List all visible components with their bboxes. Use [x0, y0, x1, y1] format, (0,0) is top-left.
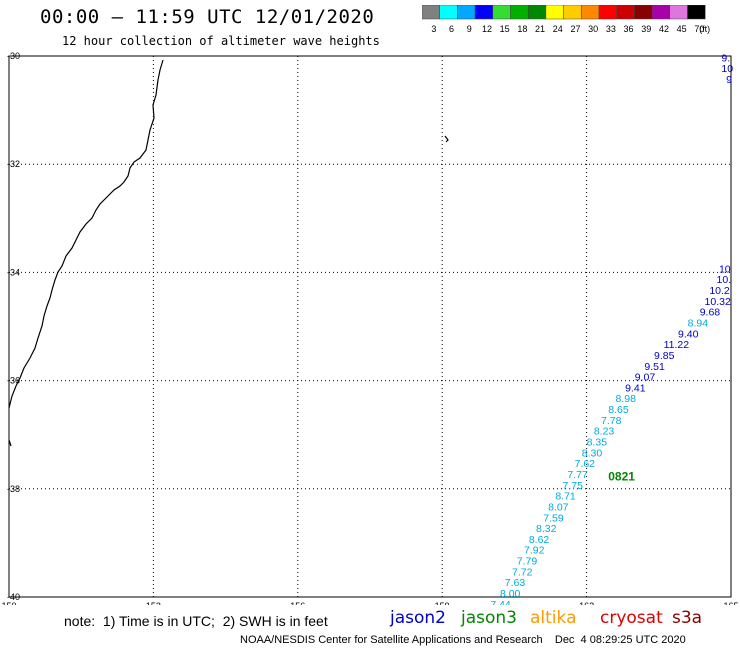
wave-height-label: 7.77: [567, 469, 588, 481]
wave-height-label: 8.30: [582, 447, 603, 459]
altimeter-map: -30-32-34-36-38-401501531561591621659.10…: [1, 51, 738, 605]
wave-height-label: 8.07: [548, 501, 569, 513]
lon-tick-label: 156: [290, 601, 305, 605]
satellite-legend-item: cryosat: [600, 608, 663, 628]
wave-height-label: 7.72: [512, 566, 533, 578]
lon-tick-label: 162: [579, 601, 594, 605]
colorbar-tick-label: 9: [467, 24, 472, 34]
satellite-legend-item: altika: [530, 608, 577, 628]
wave-height-label: 8.32: [536, 523, 557, 535]
wave-height-label: 9: [726, 74, 732, 86]
wave-height-label: 8.62: [529, 534, 550, 546]
map-subtitle: 12 hour collection of altimeter wave hei…: [62, 34, 380, 48]
colorbar-tick-label: 24: [553, 24, 563, 34]
wave-height-label: 10.32: [705, 296, 731, 308]
colorbar-tick-label: 3: [431, 24, 436, 34]
lat-tick-label: -38: [7, 484, 20, 494]
satellite-legend-item: jason2: [390, 608, 446, 628]
lon-tick-label: 159: [435, 601, 450, 605]
colorbar-tick-label: 39: [641, 24, 651, 34]
lat-tick-label: -30: [7, 51, 20, 61]
wave-height-label: 8.23: [594, 426, 615, 438]
footer-note: note: 1) Time is in UTC; 2) SWH is in fe…: [64, 613, 328, 629]
colorbar-tick-label: 21: [535, 24, 545, 34]
wave-height-label: 9.07: [635, 372, 656, 384]
wave-height-label: 11.22: [664, 339, 690, 351]
wave-height-label: 9.68: [700, 307, 721, 319]
colorbar-tick-label: 45: [677, 24, 687, 34]
wave-height-label: 7.62: [575, 458, 596, 470]
colorbar-tick-label: 70: [694, 24, 704, 34]
wave-height-label: 10: [721, 63, 733, 75]
wave-height-label: 8.65: [608, 404, 629, 416]
lon-tick-label: 153: [146, 601, 161, 605]
wave-height-label: 10.: [717, 274, 732, 286]
wave-height-label: 8.00: [500, 588, 521, 600]
lat-tick-label: -36: [7, 376, 20, 386]
coastline: [8, 59, 164, 409]
wave-height-label: 7.75: [563, 480, 584, 492]
lat-tick-label: -32: [7, 159, 20, 169]
wave-height-label: 8.35: [587, 437, 608, 449]
satellite-legend-item: jason3: [461, 608, 517, 628]
island-mark: [8, 439, 12, 447]
footer-credit: NOAA/NESDIS Center for Satellite Applica…: [240, 634, 686, 646]
colorbar-tick-label: 15: [500, 24, 510, 34]
wave-height-label: 7.63: [505, 577, 526, 589]
lat-tick-label: -40: [7, 592, 20, 602]
colorbar-tick-label: 27: [570, 24, 580, 34]
map-title: 00:00 – 11:59 UTC 12/01/2020: [40, 6, 375, 28]
colorbar-swatch: [687, 5, 706, 20]
wave-height-label: 9.: [721, 52, 730, 64]
wave-height-label: 7.59: [543, 512, 564, 524]
wave-height-label: 9.41: [625, 382, 646, 394]
wave-height-label: 10: [719, 263, 731, 275]
wave-height-label: 7.79: [517, 556, 538, 568]
colorbar-tick-label: 36: [624, 24, 634, 34]
wave-height-label: 8.71: [555, 491, 576, 503]
wave-height-label: 9.40: [678, 328, 699, 340]
lon-tick-label: 165: [723, 601, 738, 605]
colorbar-tick-label: 42: [659, 24, 669, 34]
island-mark: [444, 135, 449, 143]
colorbar-unit: (ft): [699, 24, 710, 34]
pass-time-label: 0821: [608, 470, 635, 484]
colorbar-tick-label: 18: [517, 24, 527, 34]
lon-tick-label: 150: [1, 601, 16, 605]
wave-height-label: 7.44: [490, 599, 511, 605]
wave-height-label: 9.51: [644, 361, 665, 373]
wave-height-label: 10.2: [709, 285, 730, 297]
wave-height-colorbar: 3 6 9 12 15 18 21 24 27 30 33 36 39 42 45 70(ft): [422, 5, 710, 34]
wave-height-label: 8.98: [615, 393, 636, 405]
wave-height-label: 8.94: [688, 318, 709, 330]
wave-height-label: 7.92: [524, 545, 545, 557]
colorbar-tick-label: 6: [449, 24, 454, 34]
wave-height-label: 9.85: [654, 350, 675, 362]
map-frame: [8, 55, 732, 598]
colorbar-tick-label: 33: [606, 24, 616, 34]
colorbar-tick-label: 12: [482, 24, 492, 34]
wave-height-label: 7.78: [601, 415, 622, 427]
colorbar-tick-label: 30: [588, 24, 598, 34]
lat-tick-label: -34: [7, 267, 20, 277]
satellite-legend-item: s3a: [672, 608, 703, 628]
